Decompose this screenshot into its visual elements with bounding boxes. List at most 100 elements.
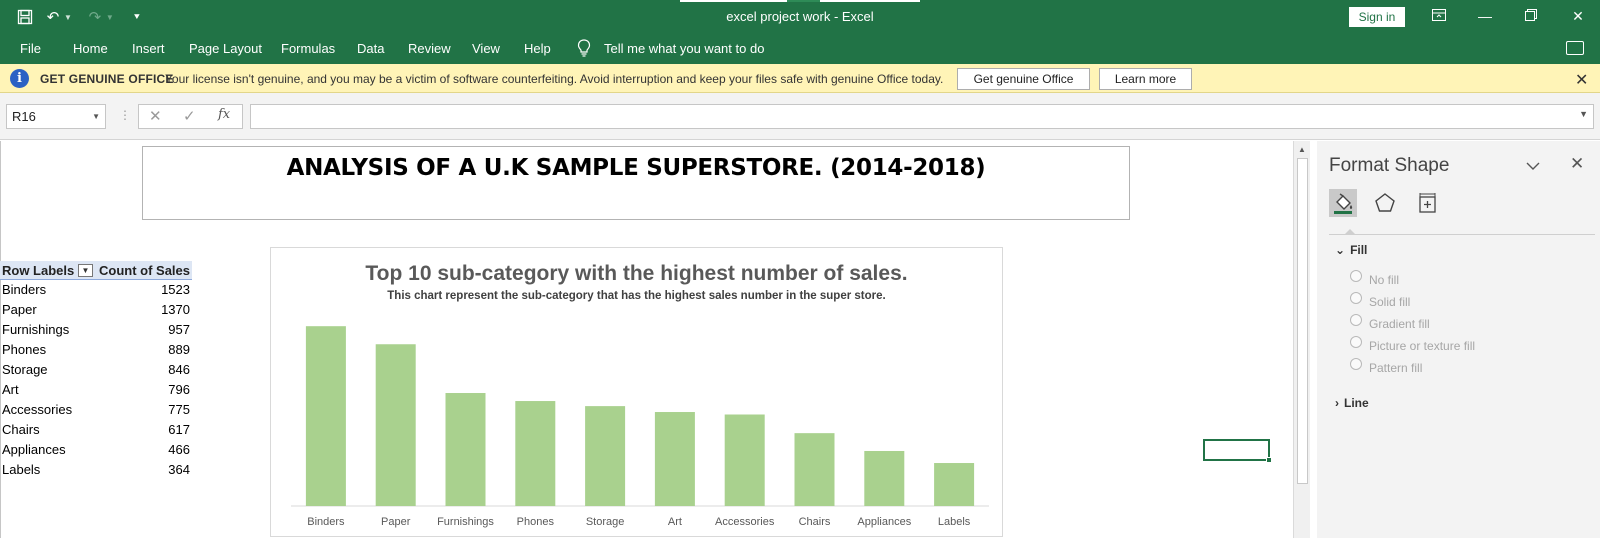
undo-dropdown-icon[interactable]: ▼ [64, 12, 72, 22]
comments-icon[interactable] [1566, 41, 1584, 55]
x-tick-label: Furnishings [437, 516, 494, 528]
redo-dropdown-icon[interactable]: ▼ [105, 12, 114, 22]
name-box-value: R16 [12, 109, 36, 124]
filter-icon[interactable]: ▼ [78, 264, 93, 277]
pivot-row[interactable]: Appliances 466 [0, 440, 192, 460]
sheet-title: ANALYSIS OF A U.K SAMPLE SUPERSTORE. (20… [286, 155, 986, 181]
redo-icon[interactable]: ↷ [88, 9, 102, 26]
chart-bar[interactable] [585, 406, 626, 506]
radio-button[interactable] [1350, 314, 1362, 326]
selected-cell[interactable] [1203, 439, 1272, 463]
tab-help[interactable]: Help [524, 41, 551, 56]
customize-toolbar-icon[interactable]: ⯆ [132, 11, 141, 23]
chart-bar[interactable] [515, 401, 556, 506]
save-icon[interactable] [14, 6, 36, 28]
pivot-row[interactable]: Chairs 617 [0, 420, 192, 440]
get-genuine-office-button[interactable]: Get genuine Office [957, 68, 1090, 90]
tab-review[interactable]: Review [408, 41, 451, 56]
pivot-row-value: 1370 [161, 302, 190, 317]
option-label: No fill [1369, 273, 1400, 287]
chart-bar[interactable] [654, 412, 695, 506]
sheet-title-shape[interactable]: ANALYSIS OF A U.K SAMPLE SUPERSTORE. (20… [142, 146, 1130, 220]
pivot-row[interactable]: Phones 889 [0, 340, 192, 360]
option-label: Picture or texture fill [1369, 339, 1476, 353]
pane-options-chevron-icon[interactable] [1526, 157, 1540, 173]
radio-button[interactable] [1350, 336, 1362, 348]
pivot-row-label: Appliances [2, 442, 66, 457]
radio-button[interactable] [1350, 270, 1362, 282]
tab-formulas[interactable]: Formulas [281, 41, 336, 56]
fill-line-icon[interactable] [1329, 189, 1357, 217]
vertical-scrollbar[interactable]: ▲ [1293, 141, 1310, 538]
size-properties-icon[interactable] [1413, 189, 1441, 217]
pivot-col-row-labels[interactable]: Row Labels [2, 263, 75, 278]
close-pane-icon[interactable]: ✕ [1570, 154, 1585, 173]
chart-bar[interactable] [864, 450, 905, 506]
pivot-row[interactable]: Furnishings 957 [0, 320, 192, 340]
insert-function-icon[interactable]: fx [218, 107, 231, 122]
minimize-icon[interactable]: — [1478, 8, 1492, 24]
chart-bar[interactable] [375, 344, 416, 506]
pivot-header: Row Labels ▼ Count of Sales [0, 261, 192, 280]
tab-view[interactable]: View [472, 41, 500, 56]
scrollbar-thumb[interactable] [1297, 158, 1308, 484]
chevron-down-icon: ⌄ [1335, 243, 1346, 257]
line-section-header[interactable]: › Line [1335, 396, 1369, 410]
enter-icon[interactable]: ✓ [183, 108, 196, 125]
pivot-rows: Binders 1523 Paper 1370 Furnishings 957 Phones… [0, 280, 192, 480]
effects-icon[interactable] [1371, 189, 1399, 217]
tell-me-search[interactable]: Tell me what you want to do [604, 41, 765, 56]
chart-bar[interactable] [794, 433, 835, 506]
pivot-row[interactable]: Paper 1370 [0, 300, 192, 320]
tab-file[interactable]: File [20, 41, 41, 56]
restore-icon[interactable] [1519, 6, 1543, 26]
close-window-icon[interactable]: ✕ [1572, 8, 1584, 24]
expand-formula-bar-icon[interactable]: ▼ [1579, 109, 1588, 119]
chart-bar[interactable] [934, 463, 975, 506]
option-label: Solid fill [1369, 295, 1411, 309]
pivot-row[interactable]: Art 796 [0, 380, 192, 400]
bar-chart[interactable]: Top 10 sub-category with the highest num… [270, 247, 1003, 537]
radio-button[interactable] [1350, 292, 1362, 304]
pivot-row-value: 796 [168, 382, 190, 397]
pivot-row[interactable]: Binders 1523 [0, 280, 192, 300]
chart-bar[interactable] [724, 414, 765, 507]
close-message-icon[interactable]: ✕ [1575, 72, 1589, 89]
pivot-row[interactable]: Labels 364 [0, 460, 192, 480]
fill-handle[interactable] [1266, 457, 1272, 463]
name-box-dropdown-icon[interactable]: ▼ [92, 112, 100, 121]
pivot-row-label: Paper [2, 302, 37, 317]
chevron-right-icon: › [1335, 396, 1339, 410]
sign-in-button[interactable]: Sign in [1349, 7, 1405, 27]
name-box[interactable]: R16 ▼ [6, 104, 106, 129]
learn-more-button[interactable]: Learn more [1099, 68, 1192, 90]
document-title: excel project work - Excel [726, 9, 874, 24]
scroll-up-icon[interactable]: ▲ [1298, 145, 1306, 154]
info-icon: i [10, 69, 29, 88]
cancel-icon[interactable]: ✕ [149, 108, 162, 125]
option-label: Pattern fill [1369, 361, 1423, 375]
undo-icon[interactable]: ↶ [46, 9, 60, 26]
tab-page-layout[interactable]: Page Layout [189, 41, 263, 56]
chart-title: Top 10 sub-category with the highest num… [365, 262, 908, 285]
chart-bar[interactable] [305, 326, 346, 506]
license-message-bar: i GET GENUINE OFFICE Your license isn't … [0, 64, 1600, 93]
pivot-table[interactable]: Row Labels ▼ Count of Sales Binders 1523 P… [0, 261, 192, 480]
chart-bar[interactable] [445, 393, 486, 506]
pivot-row-label: Labels [2, 462, 41, 477]
pivot-col-count[interactable]: Count of Sales [98, 263, 190, 278]
pivot-row[interactable]: Accessories 775 [0, 400, 192, 420]
pivot-row[interactable]: Storage 846 [0, 360, 192, 380]
pivot-row-value: 617 [168, 422, 190, 437]
tab-home[interactable]: Home [73, 41, 108, 56]
pivot-row-value: 364 [168, 462, 190, 477]
radio-button[interactable] [1350, 358, 1362, 370]
x-tick-label: Storage [586, 516, 625, 528]
tab-data[interactable]: Data [357, 41, 385, 56]
fill-section-header[interactable]: ⌄ Fill [1335, 243, 1367, 257]
pivot-row-label: Binders [2, 282, 47, 297]
pivot-row-value: 1523 [161, 282, 190, 297]
ribbon-display-options-icon[interactable] [1427, 6, 1451, 26]
tab-insert[interactable]: Insert [132, 41, 165, 56]
formula-input[interactable]: ▼ [250, 104, 1594, 129]
